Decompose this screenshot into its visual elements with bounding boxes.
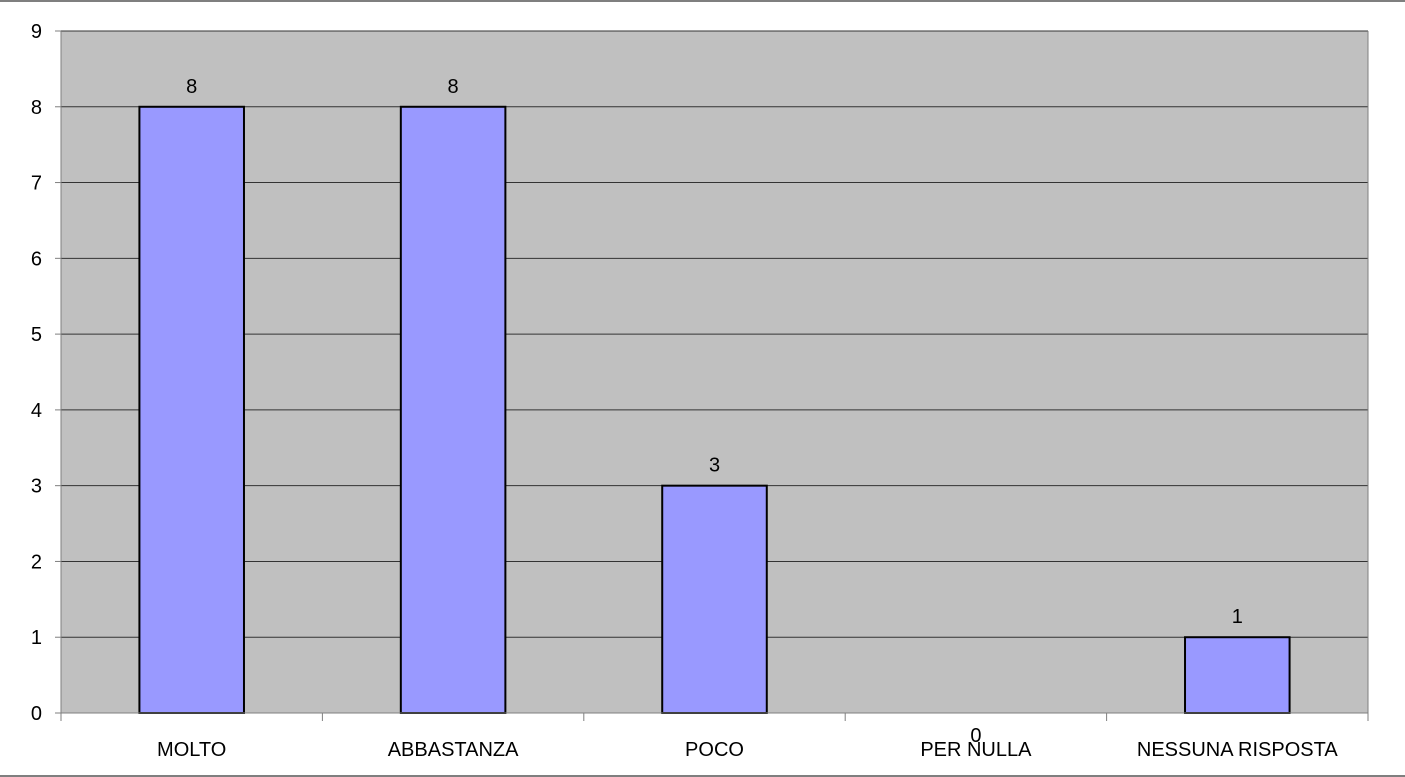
axes [55, 30, 1369, 721]
x-category-label: POCO [685, 739, 744, 761]
y-tick-label: 0 [31, 703, 42, 725]
data-label: 0 [970, 725, 981, 747]
y-tick-label: 5 [31, 324, 42, 346]
x-category-label: MOLTO [157, 739, 226, 761]
data-label: 3 [709, 455, 720, 477]
y-tick-label: 8 [31, 97, 42, 119]
x-category-label: NESSUNA RISPOSTA [1137, 739, 1338, 761]
y-tick-label: 3 [31, 476, 42, 498]
data-label: 8 [448, 76, 459, 98]
data-label: 1 [1232, 606, 1243, 628]
bars [138, 105, 1291, 715]
data-labels: 8 8 3 0 1 [186, 76, 1243, 747]
bar [1184, 636, 1291, 715]
y-axis-tick-labels: 0 1 2 3 4 5 6 7 8 9 [31, 21, 42, 725]
data-label: 8 [186, 76, 197, 98]
x-category-label: PER NULLA [920, 739, 1032, 761]
bar [399, 105, 507, 715]
x-category-label: ABBASTANZA [388, 739, 519, 761]
bar [138, 105, 245, 715]
y-tick-label: 4 [31, 400, 42, 422]
y-tick-label: 6 [31, 248, 42, 270]
x-axis-category-labels: MOLTO ABBASTANZA POCO PER NULLA NESSUNA RISP… [157, 739, 1338, 761]
y-tick-label: 1 [31, 627, 42, 649]
y-tick-label: 9 [31, 21, 42, 43]
y-tick-label: 7 [31, 173, 42, 195]
bar [661, 484, 768, 714]
y-tick-label: 2 [31, 551, 42, 573]
